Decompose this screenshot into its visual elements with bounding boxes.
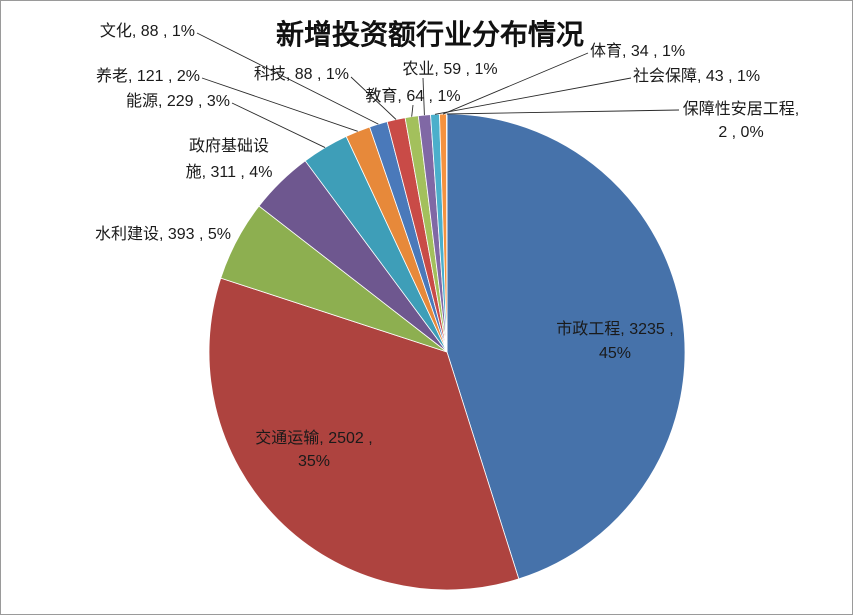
data-label-line: 教育, 64 , 1% [365, 87, 460, 105]
data-label-line: 2 , 0% [718, 124, 763, 141]
data-label-line: 市政工程, 3235 , [556, 320, 673, 338]
data-label-line: 保障性安居工程, [683, 100, 799, 118]
data-label-line: 文化, 88 , 1% [100, 22, 195, 40]
data-label-line: 社会保障, 43 , 1% [633, 67, 760, 85]
data-labels: 市政工程, 3235 , 45% 交通运输, 2502 , 35% 水利建设, 39… [95, 22, 799, 470]
pie-slice-1 [446, 113, 686, 580]
leader-line-7 [196, 32, 379, 125]
data-label-line: 能源, 229 , 3% [126, 92, 230, 110]
leader-lines [196, 32, 680, 148]
chart-title: 新增投资额行业分布情况 [276, 18, 584, 51]
data-label-municipal-engineering: 市政工程, 3235 , 45% [556, 320, 673, 362]
leader-line-11 [434, 77, 632, 115]
data-label-government-infrastructure: 政府基础设施, 311 , 4% [186, 137, 273, 181]
data-label-line: 科技, 88 , 1% [254, 65, 349, 83]
leader-line-8 [350, 76, 397, 120]
data-label-transportation: 交通运输, 2502 , 35% [255, 429, 372, 470]
leader-line-6 [201, 77, 358, 132]
data-label-line: 45% [599, 345, 631, 362]
data-label-culture: 文化, 88 , 1% [100, 22, 195, 40]
leader-line-10 [422, 77, 425, 116]
leader-line-5 [231, 102, 326, 148]
data-label-agriculture: 农业, 59 , 1% [402, 60, 497, 78]
data-label-education: 教育, 64 , 1% [365, 87, 460, 105]
data-label-elderly-care: 养老, 121 , 2% [96, 67, 200, 85]
data-label-line: 施, 311 , 4% [186, 163, 273, 181]
data-label-line: 养老, 121 , 2% [96, 67, 200, 85]
data-label-energy: 能源, 229 , 3% [126, 92, 230, 110]
data-label-line: 水利建设, 393 , 5% [95, 225, 231, 243]
data-label-water-conservancy: 水利建设, 393 , 5% [95, 225, 231, 243]
data-label-line: 农业, 59 , 1% [402, 60, 497, 78]
pie-slices [208, 113, 686, 591]
data-label-line: 体育, 34 , 1% [590, 42, 685, 60]
data-label-social-security: 社会保障, 43 , 1% [633, 67, 760, 85]
data-label-affordable-housing: 保障性安居工程, 2 , 0% [683, 100, 799, 141]
leader-line-12 [442, 52, 589, 115]
data-label-sports: 体育, 34 , 1% [590, 42, 685, 60]
data-label-line: 交通运输, 2502 , [255, 429, 372, 447]
data-label-line: 35% [298, 453, 330, 470]
pie-slice-2 [208, 277, 520, 591]
leader-line-13 [446, 109, 680, 115]
data-label-technology: 科技, 88 , 1% [254, 65, 349, 83]
data-label-line: 政府基础设 [189, 137, 269, 155]
leader-line-9 [411, 104, 414, 117]
